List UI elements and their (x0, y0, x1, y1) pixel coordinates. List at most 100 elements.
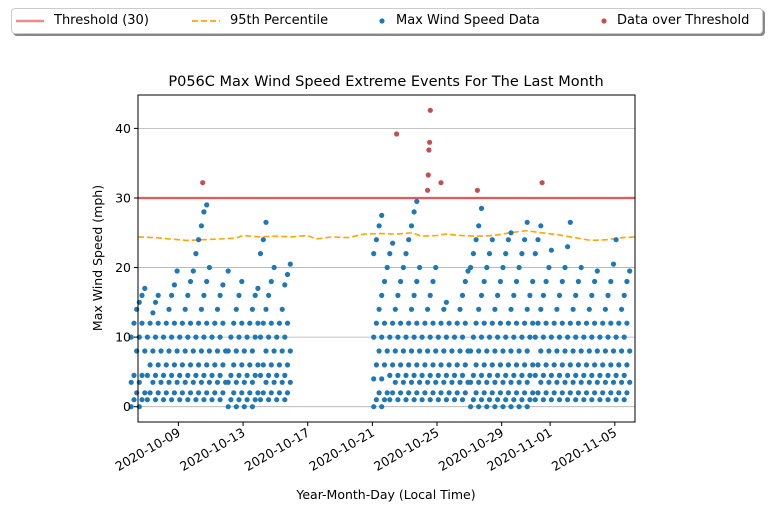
data-point (142, 285, 148, 291)
data-point (605, 397, 611, 403)
data-point (621, 334, 627, 340)
data-point (217, 334, 223, 340)
data-point (379, 334, 385, 340)
data-point (500, 264, 506, 271)
data-point (443, 334, 449, 340)
data-point (212, 320, 218, 326)
data-point (228, 372, 234, 378)
data-point (449, 348, 455, 354)
data-point (543, 362, 549, 368)
data-point (546, 348, 552, 354)
data-point (241, 348, 247, 354)
data-point (206, 348, 212, 354)
data-point (147, 320, 153, 326)
data-point (249, 379, 255, 385)
data-point (379, 404, 385, 410)
data-point (225, 404, 231, 410)
data-point (554, 348, 560, 354)
data-point (166, 379, 172, 385)
data-point (592, 278, 598, 285)
data-point (201, 397, 207, 403)
data-point (481, 362, 487, 368)
data-point (387, 397, 393, 403)
data-point (497, 390, 503, 396)
data-point (489, 320, 495, 326)
data-point (573, 397, 579, 403)
data-point (169, 397, 175, 403)
data-point (419, 397, 425, 403)
data-point (516, 379, 522, 385)
data-point (239, 390, 245, 396)
data-point (605, 372, 611, 378)
over-threshold-point (425, 172, 431, 178)
data-point (276, 390, 282, 396)
data-point (589, 292, 595, 298)
legend-threshold-swatch (16, 19, 44, 23)
data-point (459, 397, 466, 403)
data-point (505, 237, 511, 243)
data-point (613, 237, 619, 243)
data-point (379, 292, 385, 298)
data-point (196, 237, 202, 243)
data-point (484, 404, 490, 410)
data-point (567, 390, 573, 396)
data-point (255, 362, 261, 368)
data-point (468, 348, 474, 354)
data-point (530, 278, 536, 285)
legend-data-swatch (379, 18, 385, 24)
data-point (575, 362, 582, 368)
data-point (160, 397, 167, 403)
data-point (196, 362, 202, 368)
data-point (459, 372, 466, 378)
data-point (511, 334, 517, 340)
data-point (403, 397, 409, 403)
data-point (462, 362, 468, 368)
data-point (179, 390, 185, 396)
x-tick-label: 2020-11-05 (549, 425, 619, 474)
data-point (187, 390, 194, 396)
data-point (559, 278, 565, 285)
data-point (249, 348, 255, 354)
data-point (468, 404, 474, 410)
data-point (486, 397, 493, 403)
data-point (449, 379, 455, 385)
data-point (155, 362, 161, 368)
data-point (548, 372, 555, 378)
data-point (497, 278, 503, 285)
data-point (524, 219, 530, 225)
data-point (263, 219, 269, 225)
data-point (538, 348, 544, 354)
data-point (279, 306, 285, 312)
data-point (179, 320, 185, 326)
data-point (279, 348, 285, 354)
data-point (236, 292, 242, 298)
data-point (508, 348, 514, 354)
data-point (602, 379, 609, 385)
data-point (373, 362, 379, 368)
data-point (139, 320, 145, 326)
data-point (527, 372, 533, 378)
data-point (543, 390, 549, 396)
data-point (257, 372, 264, 378)
data-point (627, 268, 633, 274)
data-point (583, 362, 590, 368)
data-point (406, 237, 412, 243)
data-point (257, 397, 264, 403)
data-point (190, 379, 196, 385)
data-point (443, 299, 449, 305)
data-point (417, 264, 423, 271)
data-point (567, 219, 573, 225)
data-point (581, 397, 587, 403)
data-point (513, 362, 520, 368)
data-point (422, 320, 428, 326)
over-threshold-points (200, 107, 545, 193)
legend-over-label: Data over Threshold (617, 13, 750, 28)
data-point (438, 362, 444, 368)
data-point (398, 278, 404, 285)
data-point (147, 390, 153, 396)
data-point (519, 251, 525, 257)
data-point (406, 320, 412, 326)
data-point (134, 306, 140, 312)
data-point (134, 348, 140, 354)
data-point (538, 379, 544, 385)
